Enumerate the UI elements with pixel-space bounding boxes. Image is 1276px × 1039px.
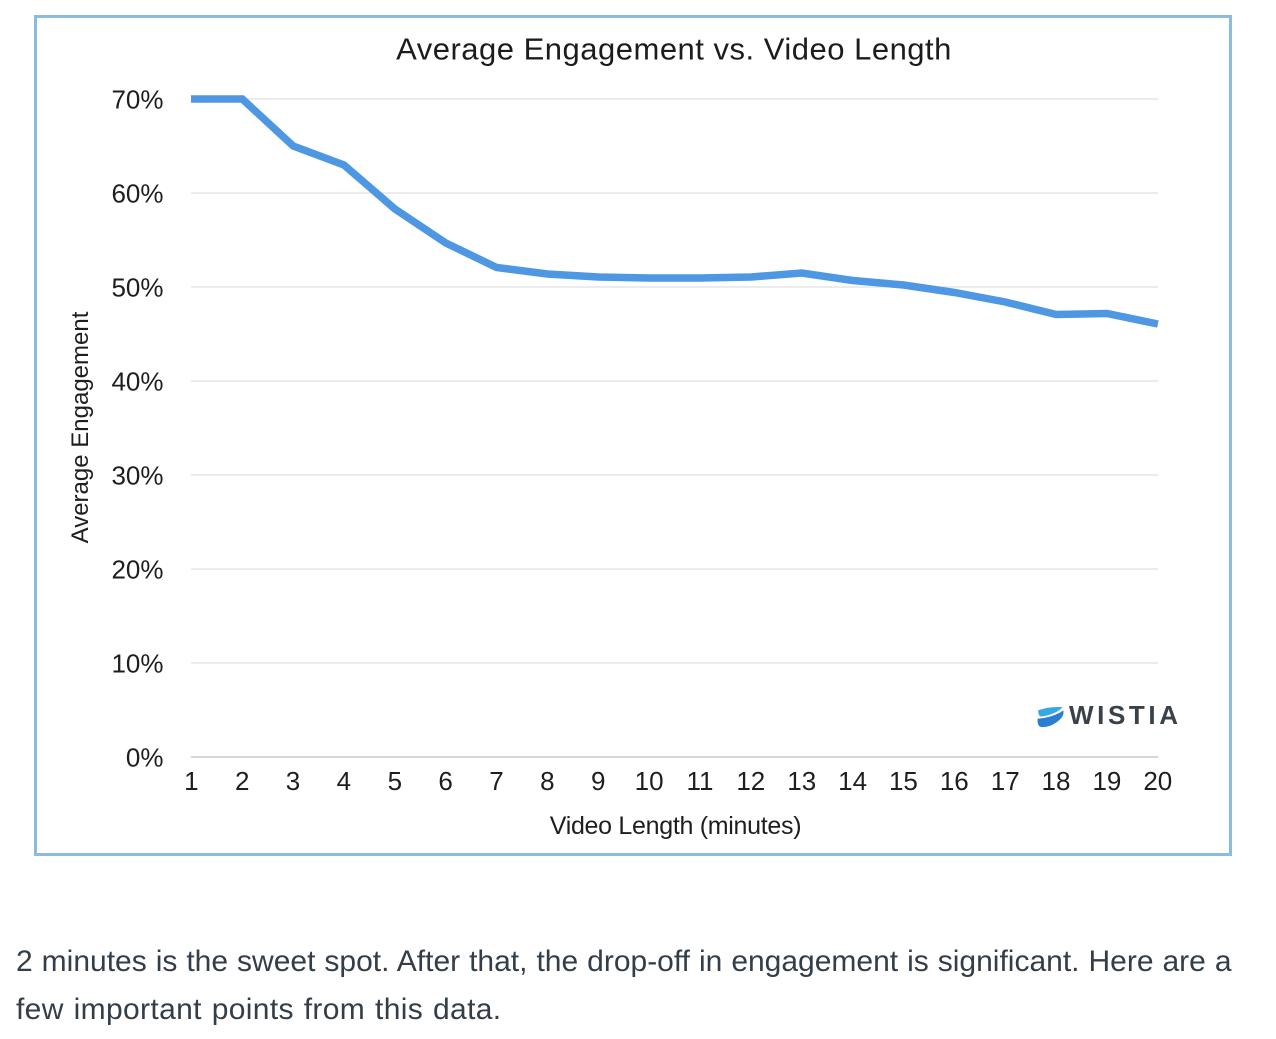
svg-text:10: 10 xyxy=(635,766,664,796)
svg-text:Video Length (minutes): Video Length (minutes) xyxy=(550,812,801,840)
svg-text:11: 11 xyxy=(687,766,714,796)
svg-text:15: 15 xyxy=(889,766,918,796)
svg-text:WISTIA: WISTIA xyxy=(1069,700,1182,730)
svg-text:1: 1 xyxy=(184,766,198,796)
svg-text:7: 7 xyxy=(489,766,503,796)
svg-text:5: 5 xyxy=(388,766,402,796)
svg-text:16: 16 xyxy=(940,766,969,796)
svg-text:Average Engagement vs. Video L: Average Engagement vs. Video Length xyxy=(396,32,952,67)
svg-text:3: 3 xyxy=(286,766,300,796)
svg-text:20%: 20% xyxy=(111,555,163,585)
svg-text:70%: 70% xyxy=(111,85,163,115)
svg-text:14: 14 xyxy=(838,766,867,796)
svg-text:9: 9 xyxy=(591,766,605,796)
svg-text:30%: 30% xyxy=(111,461,163,491)
svg-text:40%: 40% xyxy=(111,367,163,397)
svg-text:2: 2 xyxy=(235,766,249,796)
svg-text:10%: 10% xyxy=(111,649,163,679)
svg-text:8: 8 xyxy=(540,766,554,796)
svg-text:0%: 0% xyxy=(126,743,164,773)
svg-text:6: 6 xyxy=(438,766,452,796)
svg-text:18: 18 xyxy=(1042,766,1071,796)
svg-text:17: 17 xyxy=(991,766,1020,796)
svg-text:13: 13 xyxy=(787,766,816,796)
svg-text:50%: 50% xyxy=(111,273,163,303)
svg-text:60%: 60% xyxy=(111,179,163,209)
svg-text:4: 4 xyxy=(337,766,351,796)
svg-text:12: 12 xyxy=(736,766,765,796)
svg-text:19: 19 xyxy=(1092,766,1121,796)
svg-text:20: 20 xyxy=(1143,766,1172,796)
svg-text:Average Engagement: Average Engagement xyxy=(67,311,94,543)
